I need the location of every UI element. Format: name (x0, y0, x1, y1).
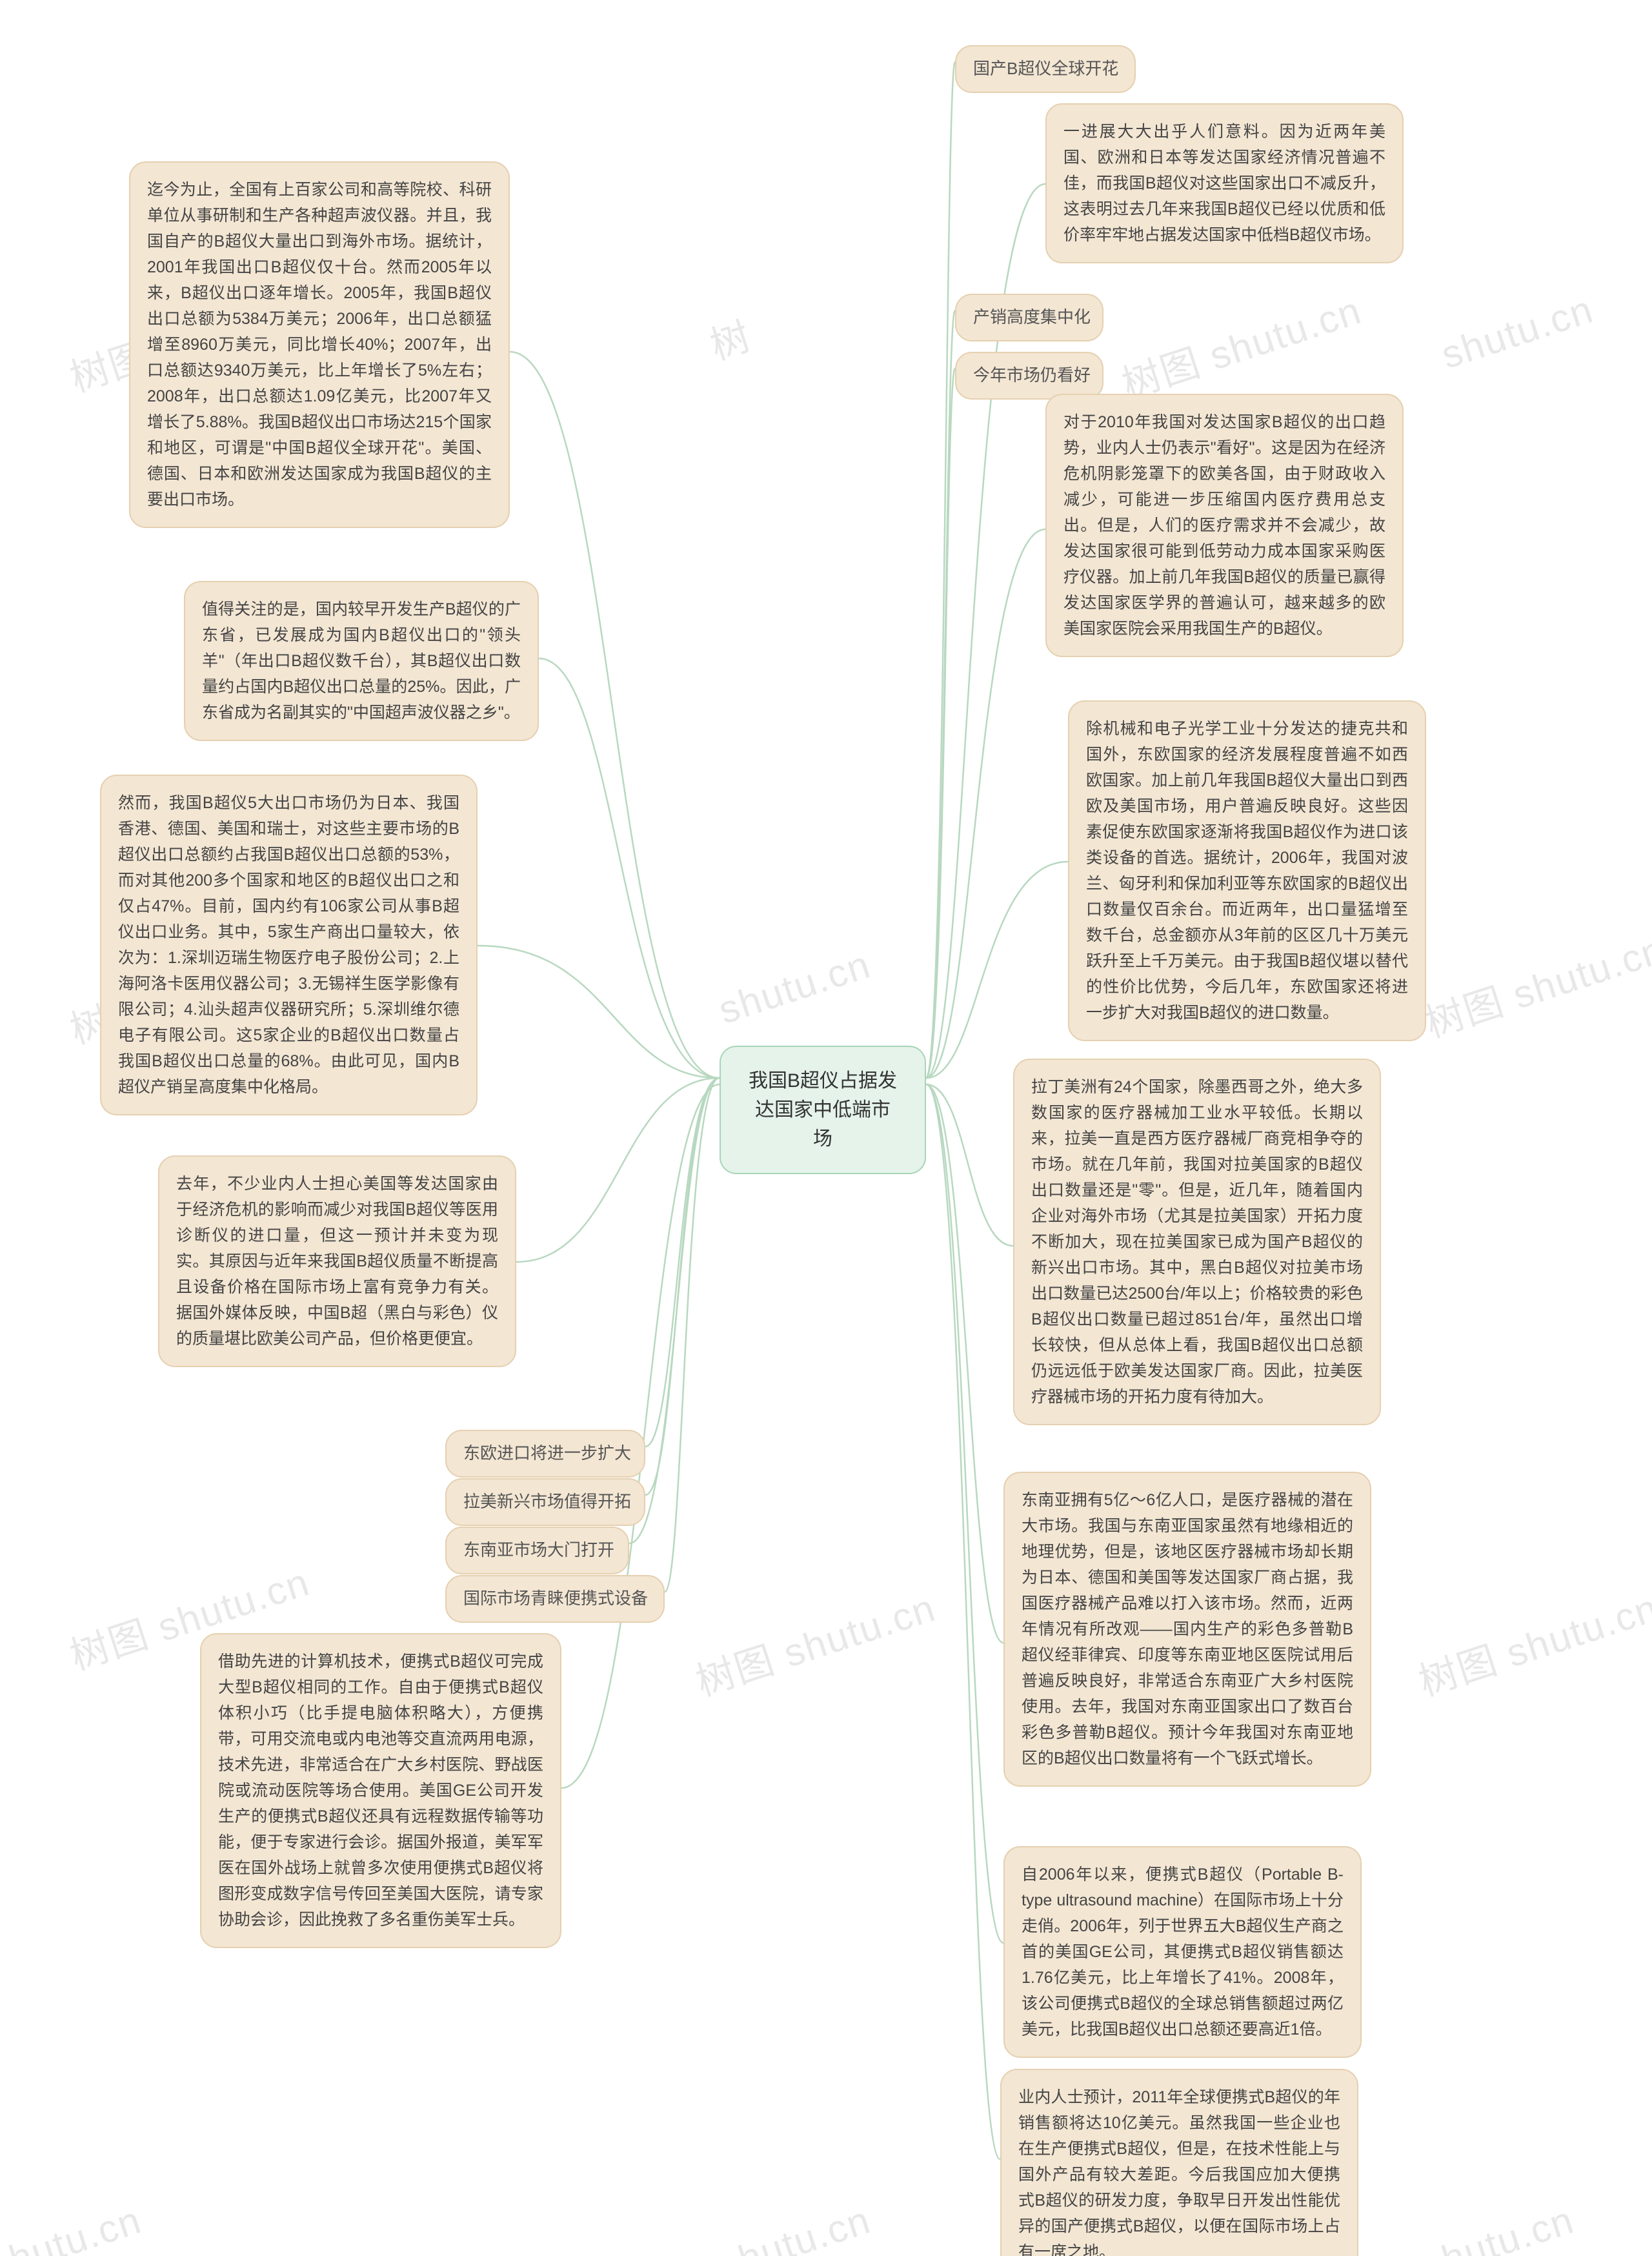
left-detail-node: 然而，我国B超仪5大出口市场仍为日本、我国香港、德国、美国和瑞士，对这些主要市场… (100, 775, 478, 1115)
right-detail-node: 自2006年以来，便携式B超仪（Portable B-type ultrasou… (1003, 1846, 1362, 2058)
watermark: shutu.cn (0, 2197, 147, 2256)
topic-node: 产销高度集中化 (955, 294, 1103, 341)
right-detail-node: 除机械和电子光学工业十分发达的捷克共和国外，东欧国家的经济发展程度普遍不如西欧国… (1068, 700, 1426, 1041)
watermark: 树图 shutu.cn (1114, 279, 1368, 410)
watermark: 树图 shutu.cn (1417, 919, 1652, 1049)
watermark: shutu.cn (713, 942, 876, 1033)
right-detail-node: 东南亚拥有5亿～6亿人口，是医疗器械的潜在大市场。我国与东南亚国家虽然有地缘相近… (1003, 1472, 1371, 1787)
watermark: shutu.cn (713, 2197, 876, 2256)
watermark: shutu.cn (1436, 287, 1598, 378)
topic-node: 东欧进口将进一步扩大 (445, 1430, 645, 1478)
topic-node: 国际市场青睐便携式设备 (445, 1575, 665, 1623)
topic-node: 拉美新兴市场值得开拓 (445, 1478, 645, 1526)
watermark: 树图 shutu.cn (688, 1577, 942, 1707)
watermark: shutu.cn (1416, 2197, 1579, 2256)
right-detail-node: 一进展大大出乎人们意料。因为近两年美国、欧洲和日本等发达国家经济情况普遍不佳，而… (1045, 103, 1404, 263)
topic-node: 今年市场仍看好 (955, 352, 1103, 400)
right-detail-node: 业内人士预计，2011年全球便携式B超仪的年销售额将达10亿美元。虽然我国一些企… (1000, 2069, 1358, 2256)
right-detail-node: 对于2010年我国对发达国家B超仪的出口趋势，业内人士仍表示"看好"。这是因为在… (1045, 394, 1404, 657)
left-detail-node: 迄今为止，全国有上百家公司和高等院校、科研单位从事研制和生产各种超声波仪器。并且… (129, 161, 510, 528)
left-detail-node: 值得关注的是，国内较早开发生产B超仪的广东省，已发展成为国内B超仪出口的"领头羊… (184, 581, 539, 741)
watermark: 树图 shutu.cn (1411, 1577, 1652, 1707)
center-node: 我国B超仪占据发达国家中低端市场 (720, 1046, 926, 1174)
topic-node: 东南亚市场大门打开 (445, 1527, 629, 1574)
topic-node: 国产B超仪全球开花 (955, 45, 1136, 93)
left-detail-node: 借助先进的计算机技术，便携式B超仪可完成大型B超仪相同的工作。自由于便携式B超仪… (200, 1633, 561, 1948)
right-detail-node: 拉丁美洲有24个国家，除墨西哥之外，绝大多数国家的医疗器械加工业水平较低。长期以… (1013, 1059, 1381, 1425)
left-detail-node: 去年，不少业内人士担心美国等发达国家由于经济危机的影响而减少对我国B超仪等医用诊… (158, 1155, 516, 1367)
watermark: 树 (702, 305, 758, 371)
